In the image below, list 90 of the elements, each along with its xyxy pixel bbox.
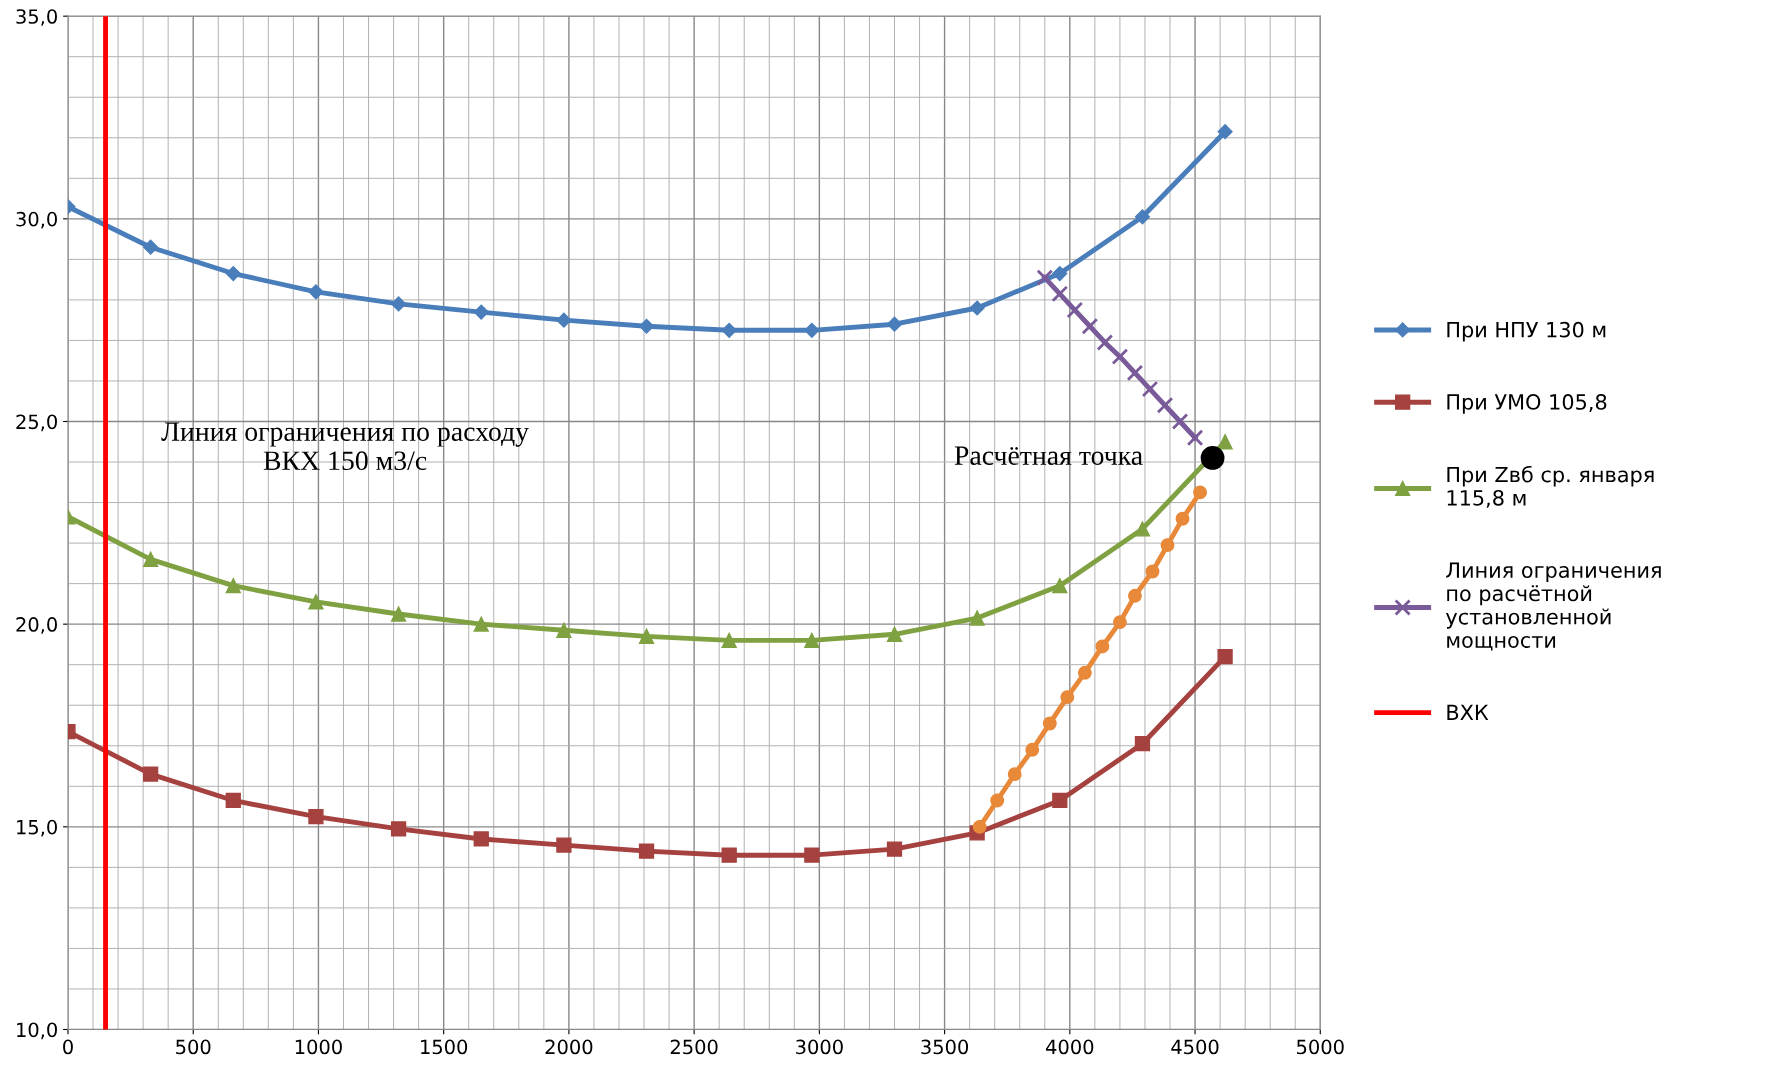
point xyxy=(1095,639,1110,654)
point xyxy=(142,766,159,782)
y-tick-label: 15,0 xyxy=(17,819,57,837)
point xyxy=(886,841,903,857)
point xyxy=(1052,792,1068,809)
point xyxy=(721,847,737,863)
x-tick-label: 1000 xyxy=(295,1039,342,1055)
y-tick-label: 25,0 xyxy=(16,414,57,432)
point xyxy=(1200,446,1225,470)
x-tick-label: 2500 xyxy=(670,1039,718,1055)
point xyxy=(308,594,324,610)
point xyxy=(972,819,987,834)
point xyxy=(1141,380,1159,398)
point xyxy=(1160,538,1175,553)
point xyxy=(1052,265,1068,282)
point xyxy=(1134,736,1151,752)
point xyxy=(1096,334,1114,351)
point xyxy=(390,821,407,837)
point xyxy=(721,322,737,338)
point xyxy=(1217,434,1233,450)
point xyxy=(1134,521,1151,537)
point xyxy=(1060,690,1075,705)
point xyxy=(225,792,241,809)
point xyxy=(143,239,159,255)
point xyxy=(1126,364,1144,382)
point xyxy=(1171,413,1189,430)
point xyxy=(142,551,159,567)
x-tick-label: 3000 xyxy=(796,1039,843,1055)
x-tick-label: 0 xyxy=(63,1039,73,1055)
annotation: Линия ограничения по расходу ВКХ 150 м3/с xyxy=(161,422,529,471)
point xyxy=(990,793,1005,808)
point xyxy=(1134,209,1151,225)
point xyxy=(1127,588,1142,603)
point xyxy=(1193,485,1208,500)
point xyxy=(556,622,572,638)
y-tick-label: 20,0 xyxy=(16,617,57,634)
x-tick-label: 4500 xyxy=(1171,1039,1219,1055)
y-tick-label: 35,0 xyxy=(16,9,57,26)
point xyxy=(804,847,820,863)
point xyxy=(1112,615,1127,630)
x-tick-label: 5000 xyxy=(1297,1039,1344,1055)
point xyxy=(225,265,241,282)
point xyxy=(556,837,572,853)
point xyxy=(1007,767,1022,782)
point xyxy=(1186,429,1204,447)
legend-label: При УМО 105,8 xyxy=(1447,394,1607,414)
legend-label: ВХК xyxy=(1447,704,1489,720)
point xyxy=(225,578,241,594)
point xyxy=(1036,269,1054,286)
legend-label: При НПУ 130 м xyxy=(1447,321,1606,342)
point xyxy=(1145,564,1160,579)
point xyxy=(473,304,489,320)
x-tick-label: 4000 xyxy=(1046,1039,1094,1055)
x-tick-label: 500 xyxy=(176,1039,211,1055)
point xyxy=(1217,124,1233,140)
point xyxy=(1051,285,1069,303)
point xyxy=(804,632,820,649)
point xyxy=(1217,648,1233,665)
point xyxy=(969,610,985,626)
point xyxy=(1042,716,1057,731)
point xyxy=(638,843,655,859)
point xyxy=(1081,317,1099,335)
point xyxy=(886,626,903,642)
point xyxy=(556,312,572,328)
point xyxy=(391,296,407,312)
point xyxy=(1156,396,1174,414)
point xyxy=(390,606,407,622)
point xyxy=(1066,301,1084,319)
y-tick-label: 30,0 xyxy=(16,211,57,229)
point xyxy=(308,809,324,825)
point xyxy=(638,628,655,644)
point xyxy=(804,322,820,338)
legend-label: При Zвб ср. января 115,8 м xyxy=(1447,465,1654,508)
x-tick-label: 1500 xyxy=(421,1039,468,1055)
annotation: Расчётная точка xyxy=(954,446,1143,465)
x-tick-label: 2000 xyxy=(545,1039,593,1055)
point xyxy=(308,284,324,300)
point xyxy=(1077,665,1092,680)
x-tick-label: 3500 xyxy=(921,1039,969,1055)
point xyxy=(1052,578,1068,594)
point xyxy=(473,831,489,847)
point xyxy=(1111,348,1129,365)
point xyxy=(721,632,737,649)
point xyxy=(886,316,903,332)
point xyxy=(969,300,985,316)
point xyxy=(1025,742,1040,757)
point xyxy=(473,616,489,632)
point xyxy=(1175,511,1190,526)
y-tick-label: 10,0 xyxy=(17,1022,57,1040)
legend-label: Линия ограничения по расчётной установленной мощности xyxy=(1445,562,1661,651)
